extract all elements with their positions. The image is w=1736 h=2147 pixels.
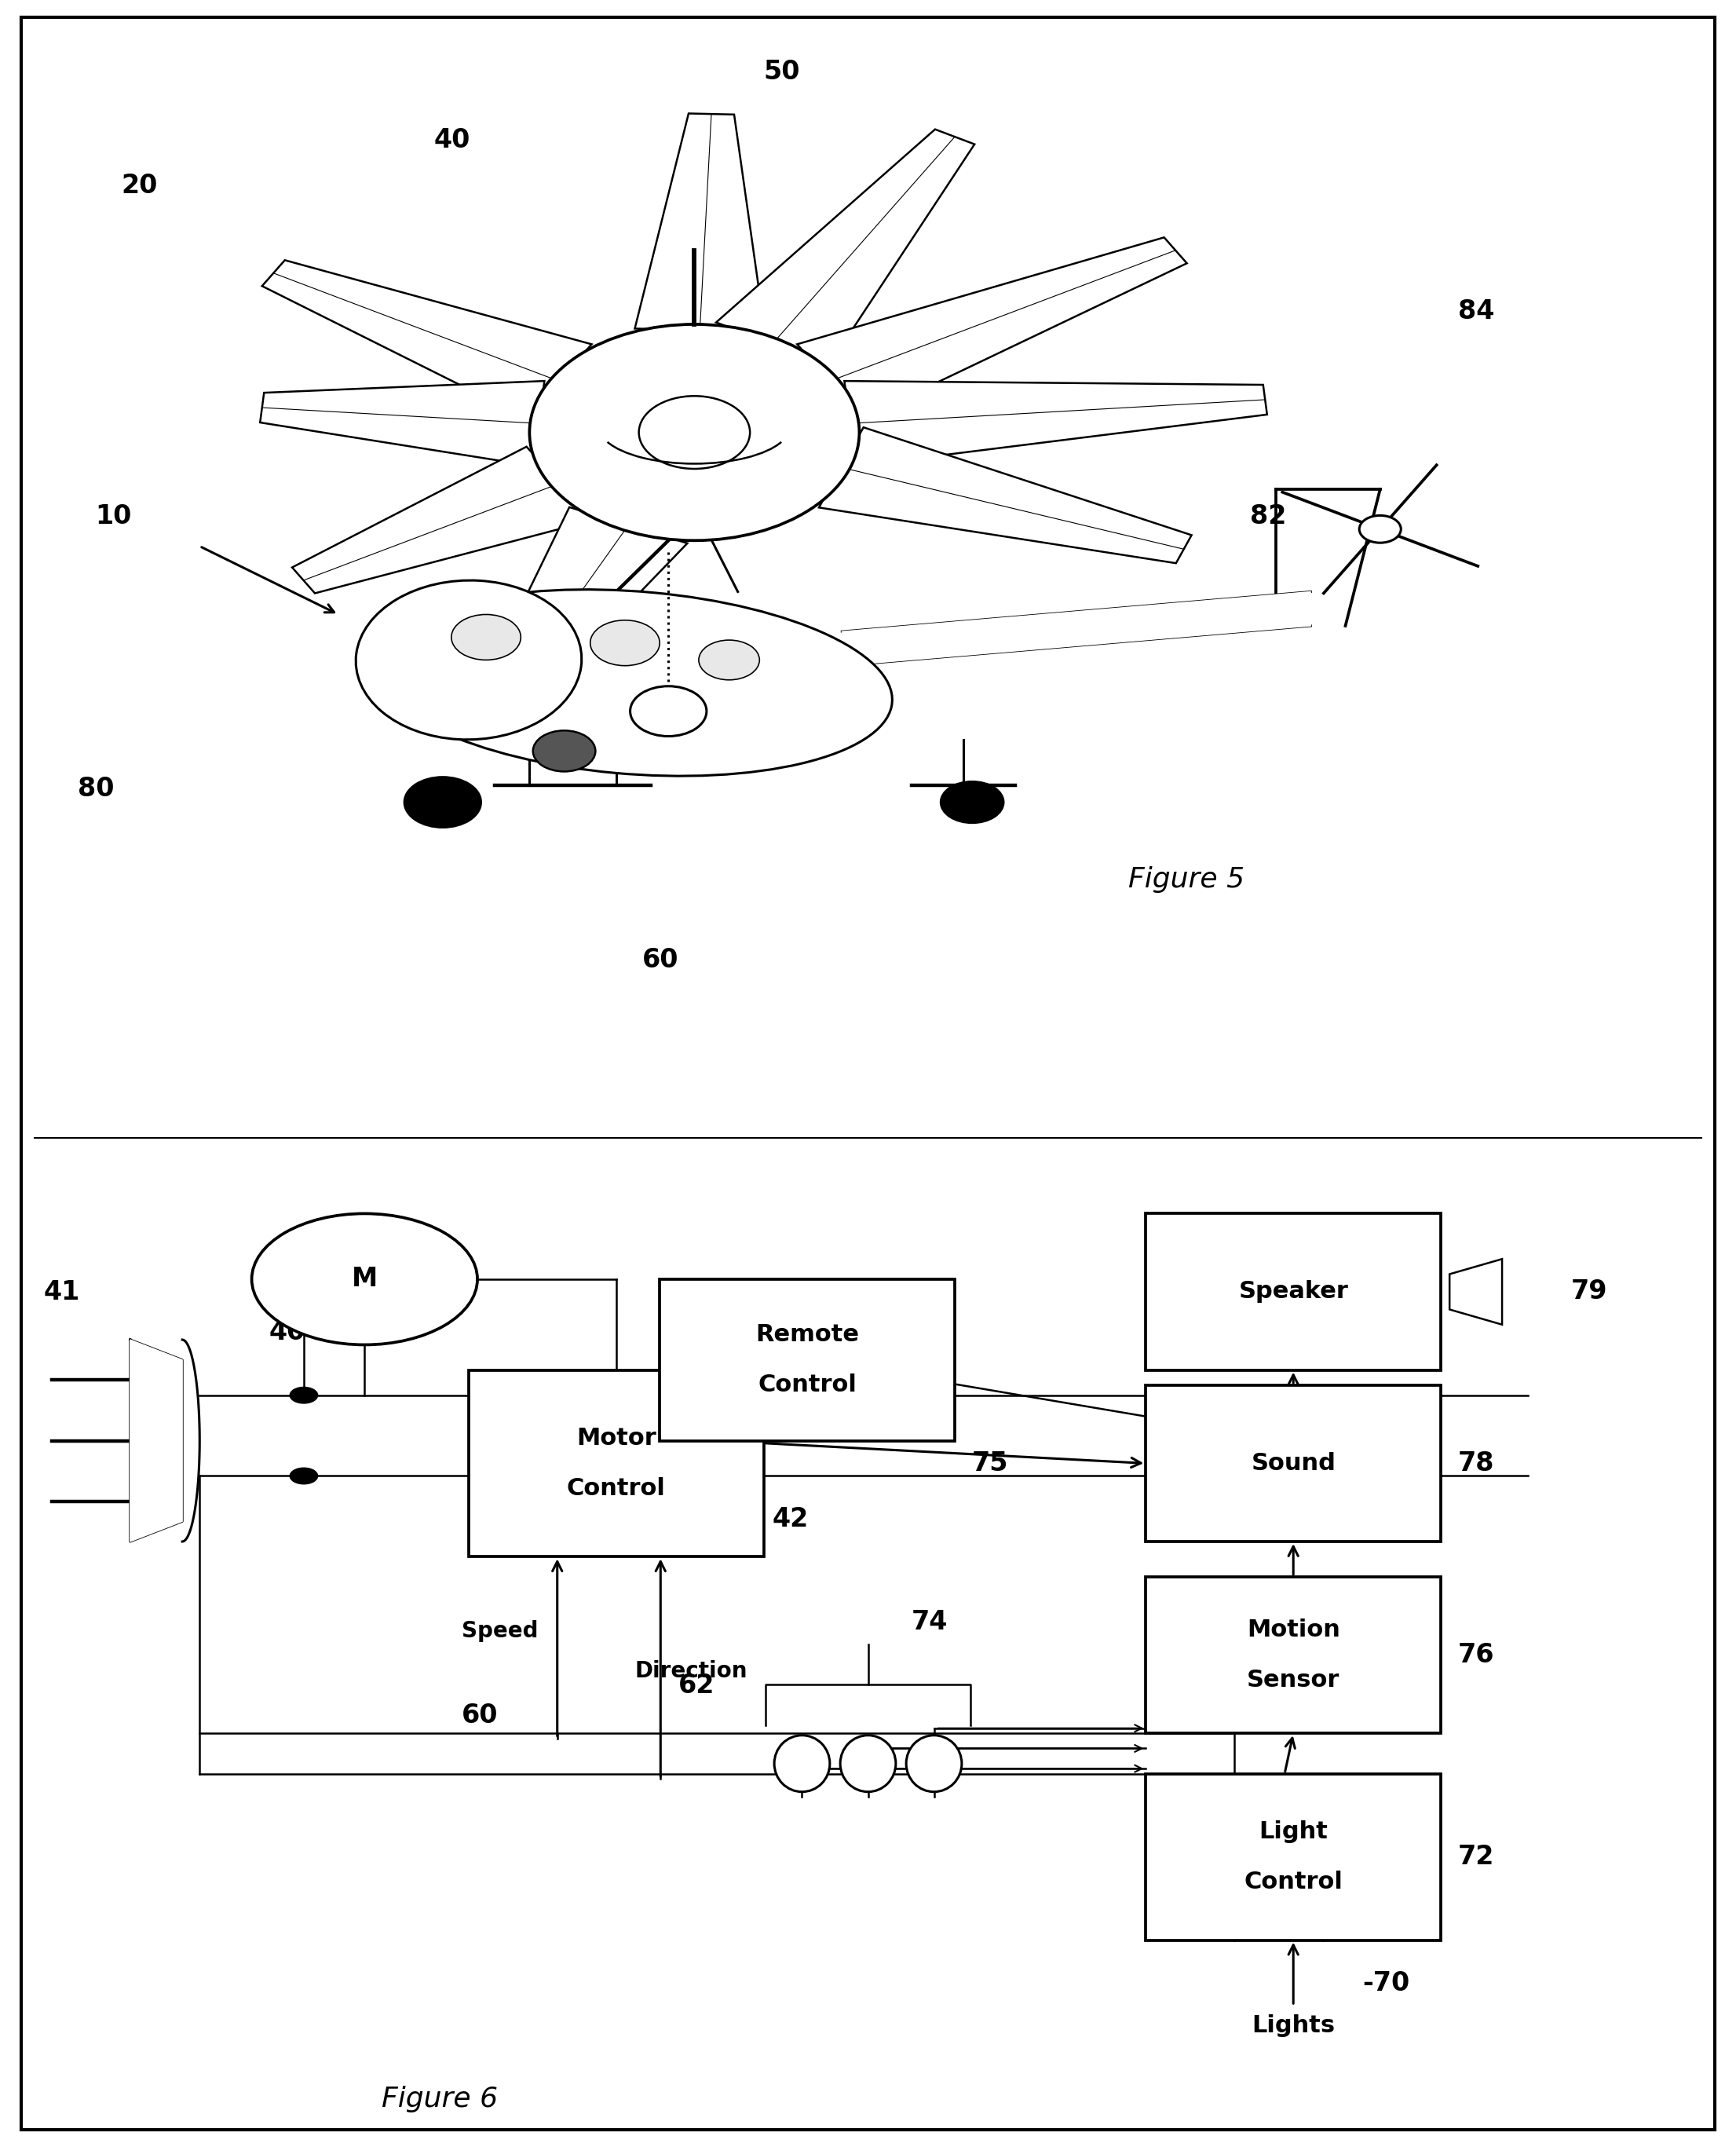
Text: 82: 82 bbox=[1250, 502, 1286, 528]
Polygon shape bbox=[717, 129, 974, 365]
Text: 40: 40 bbox=[434, 127, 470, 152]
Text: Control: Control bbox=[568, 1477, 665, 1501]
Text: 74: 74 bbox=[911, 1608, 948, 1634]
Ellipse shape bbox=[590, 620, 660, 666]
Circle shape bbox=[404, 777, 481, 827]
Text: 75: 75 bbox=[972, 1451, 1009, 1477]
Text: 50: 50 bbox=[764, 60, 800, 86]
Text: Light: Light bbox=[1259, 1821, 1328, 1842]
Polygon shape bbox=[469, 507, 687, 728]
FancyBboxPatch shape bbox=[1146, 1576, 1441, 1733]
Polygon shape bbox=[842, 593, 1311, 666]
Text: 79: 79 bbox=[1571, 1280, 1608, 1305]
Circle shape bbox=[639, 395, 750, 468]
Text: 92: 92 bbox=[425, 799, 462, 824]
Polygon shape bbox=[130, 1340, 182, 1542]
Text: Lights: Lights bbox=[1252, 2014, 1335, 2038]
Polygon shape bbox=[844, 380, 1267, 466]
Text: Control: Control bbox=[759, 1374, 856, 1396]
Ellipse shape bbox=[375, 590, 892, 775]
Polygon shape bbox=[797, 238, 1187, 419]
Ellipse shape bbox=[906, 1735, 962, 1793]
Text: M: M bbox=[351, 1267, 378, 1292]
Circle shape bbox=[630, 687, 707, 736]
Polygon shape bbox=[260, 380, 545, 466]
FancyBboxPatch shape bbox=[469, 1370, 764, 1557]
Text: 62: 62 bbox=[679, 1673, 713, 1698]
Text: 76: 76 bbox=[1458, 1642, 1495, 1668]
Polygon shape bbox=[292, 447, 592, 593]
Text: Control: Control bbox=[1245, 1870, 1342, 1894]
FancyBboxPatch shape bbox=[1146, 1213, 1441, 1370]
Circle shape bbox=[290, 1387, 318, 1404]
Text: 42: 42 bbox=[773, 1505, 809, 1533]
FancyBboxPatch shape bbox=[660, 1280, 955, 1441]
Circle shape bbox=[529, 324, 859, 541]
Ellipse shape bbox=[840, 1735, 896, 1793]
Text: Speaker: Speaker bbox=[1238, 1280, 1349, 1303]
Text: 84: 84 bbox=[1458, 298, 1495, 324]
Text: Sound: Sound bbox=[1252, 1451, 1335, 1475]
Text: 72: 72 bbox=[1458, 1844, 1495, 1870]
Text: Speed: Speed bbox=[462, 1621, 538, 1642]
Ellipse shape bbox=[451, 614, 521, 659]
Text: 60: 60 bbox=[462, 1703, 498, 1728]
Text: 40: 40 bbox=[269, 1318, 306, 1346]
Circle shape bbox=[533, 730, 595, 771]
FancyBboxPatch shape bbox=[1146, 1773, 1441, 1941]
Circle shape bbox=[1359, 515, 1401, 543]
Text: Figure 5: Figure 5 bbox=[1128, 867, 1245, 893]
Ellipse shape bbox=[356, 580, 582, 739]
Circle shape bbox=[941, 782, 1003, 822]
Text: 10: 10 bbox=[95, 502, 132, 528]
Ellipse shape bbox=[700, 640, 760, 681]
Text: Motor: Motor bbox=[576, 1428, 656, 1449]
Text: Direction: Direction bbox=[635, 1660, 746, 1683]
Text: 20: 20 bbox=[122, 174, 158, 200]
Ellipse shape bbox=[774, 1735, 830, 1793]
Text: Remote: Remote bbox=[755, 1323, 859, 1346]
Text: Motion: Motion bbox=[1246, 1619, 1340, 1640]
Text: 80: 80 bbox=[78, 775, 115, 803]
Polygon shape bbox=[262, 260, 592, 419]
FancyBboxPatch shape bbox=[1146, 1385, 1441, 1542]
Polygon shape bbox=[819, 427, 1191, 563]
Text: 41: 41 bbox=[43, 1280, 80, 1305]
Text: 60: 60 bbox=[642, 947, 679, 973]
Text: -70: -70 bbox=[1363, 1971, 1410, 1997]
Text: Sensor: Sensor bbox=[1246, 1668, 1340, 1692]
Text: Figure 6: Figure 6 bbox=[382, 2085, 498, 2113]
Circle shape bbox=[252, 1213, 477, 1344]
Text: 78: 78 bbox=[1458, 1451, 1495, 1477]
Circle shape bbox=[290, 1469, 318, 1484]
Polygon shape bbox=[635, 114, 766, 331]
